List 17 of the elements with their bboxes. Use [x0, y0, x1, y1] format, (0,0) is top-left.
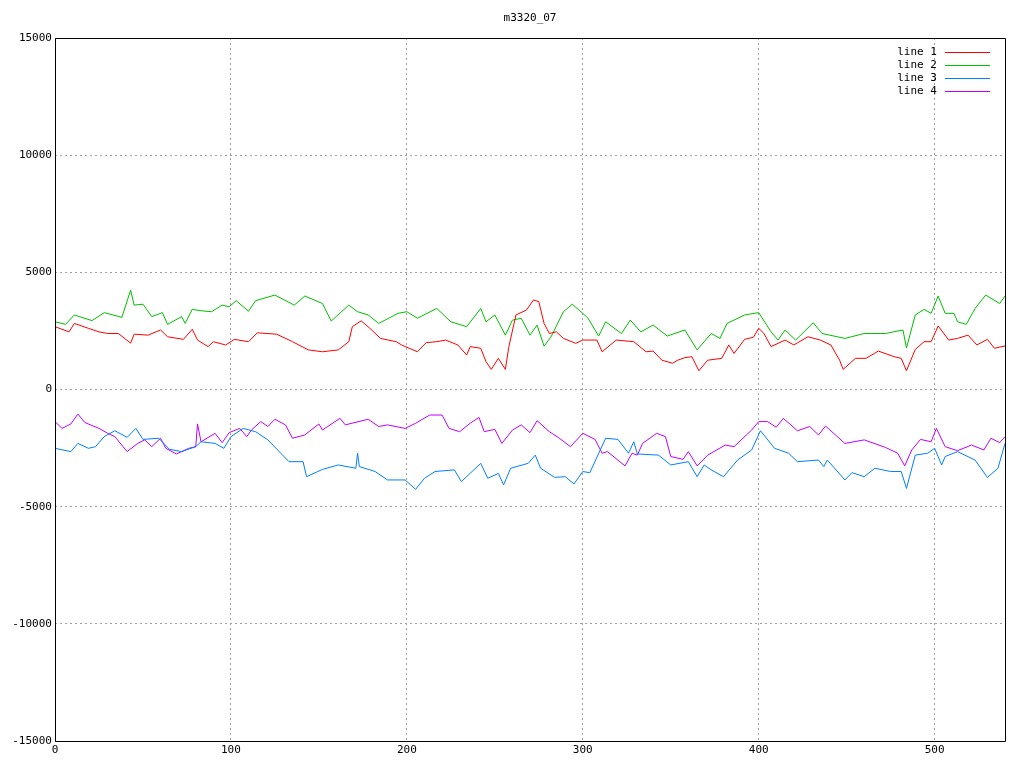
legend-label: line 3	[897, 70, 937, 84]
y-tick-label: 15000	[18, 30, 52, 44]
y-tick-label: 10000	[18, 148, 52, 162]
x-tick-label: 200	[396, 743, 417, 757]
chart-title: m3320_07	[503, 10, 557, 24]
legend-label: line 2	[897, 57, 937, 71]
y-tick-label: 0	[45, 382, 52, 396]
y-tick-label: -15000	[12, 733, 52, 747]
x-tick-label: 100	[220, 743, 241, 757]
legend-label: line 1	[897, 44, 937, 58]
x-tick-label: 400	[748, 743, 769, 757]
y-tick-label: -10000	[12, 616, 52, 630]
legend-label: line 4	[897, 83, 938, 97]
y-tick-label: 5000	[25, 265, 52, 279]
x-tick-label: 500	[924, 743, 945, 757]
y-tick-label: -5000	[18, 499, 52, 513]
x-tick-label: 300	[572, 743, 593, 757]
